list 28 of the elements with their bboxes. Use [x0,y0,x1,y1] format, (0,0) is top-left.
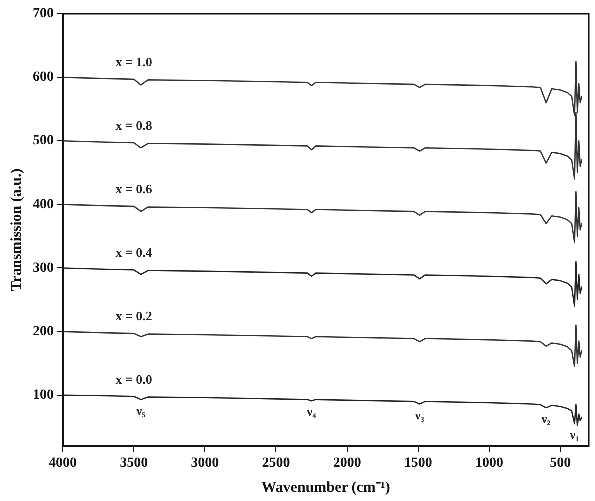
x-tick-label: 500 [550,456,572,472]
y-tick-label: 200 [33,324,54,340]
y-tick-label: 600 [33,70,54,86]
x-tick-label: 2000 [333,456,362,472]
x-tick-label: 3000 [191,456,220,472]
series-label: x = 1.0 [116,54,152,70]
y-tick-label: 300 [33,260,54,276]
annotation: ν₂ [540,412,552,426]
x-tick-label: 1000 [475,456,504,472]
x-axis-title: Wavenumber (cm⁻¹) [262,480,390,496]
x-tick-label: 2500 [262,456,290,472]
y-axis-title: Transmission (a.u.) [8,168,25,292]
y-tick-label: 500 [33,134,54,149]
y-tick-label: 100 [33,388,54,403]
x-tick-label: 3500 [120,456,148,472]
annotation: ν₄ [306,405,317,420]
series-label: x = 0.2 [116,308,152,324]
series-label: x = 0.0 [116,372,152,388]
x-tick-label: 4000 [49,456,77,472]
series-label: x = 0.6 [116,182,153,197]
annotation: ν₁ [569,428,580,442]
series-label: x = 0.8 [116,118,153,133]
y-tick-label: 400 [33,197,54,212]
series-label: x = 0.4 [116,245,153,260]
annotation: ν₅ [136,404,146,418]
y-tick-label: 700 [33,6,54,22]
annotation: ν₃ [414,408,425,422]
x-tick-label: 1500 [404,456,432,472]
